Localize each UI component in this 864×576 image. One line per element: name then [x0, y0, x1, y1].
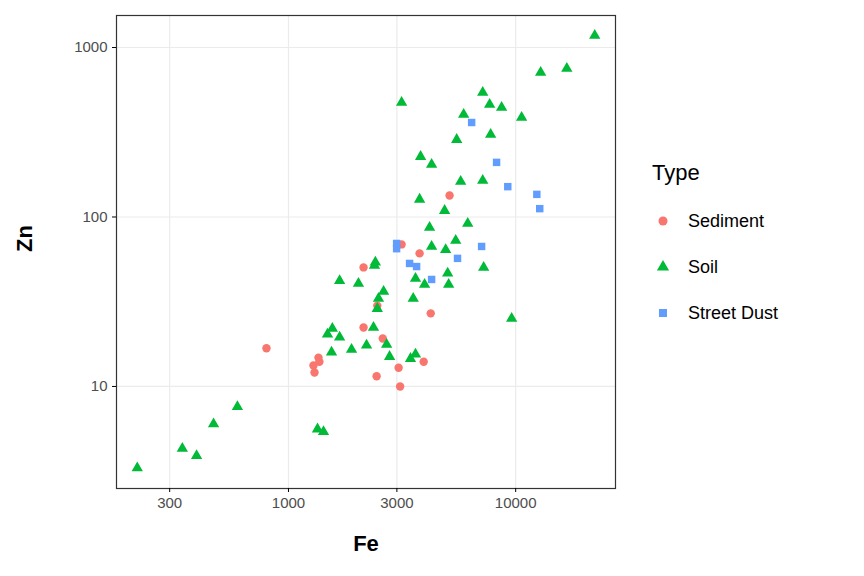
svg-text:10000: 10000	[495, 494, 537, 511]
html-text:Soil: Soil	[688, 256, 718, 277]
svg-text:1000: 1000	[272, 494, 305, 511]
svg-text:1000: 1000	[74, 38, 107, 55]
svg-text:Fe: Fe	[353, 531, 379, 556]
svg-text:100: 100	[82, 208, 107, 225]
html-text:Street Dust: Street Dust	[688, 302, 778, 323]
html-text:Sediment: Sediment	[688, 210, 764, 231]
svg-text:3000: 3000	[380, 494, 413, 511]
svg-text:10: 10	[91, 377, 108, 394]
svg-text:300: 300	[157, 494, 182, 511]
svg-text:Zn: Zn	[12, 225, 37, 252]
html-text:Type: Type	[652, 160, 700, 185]
